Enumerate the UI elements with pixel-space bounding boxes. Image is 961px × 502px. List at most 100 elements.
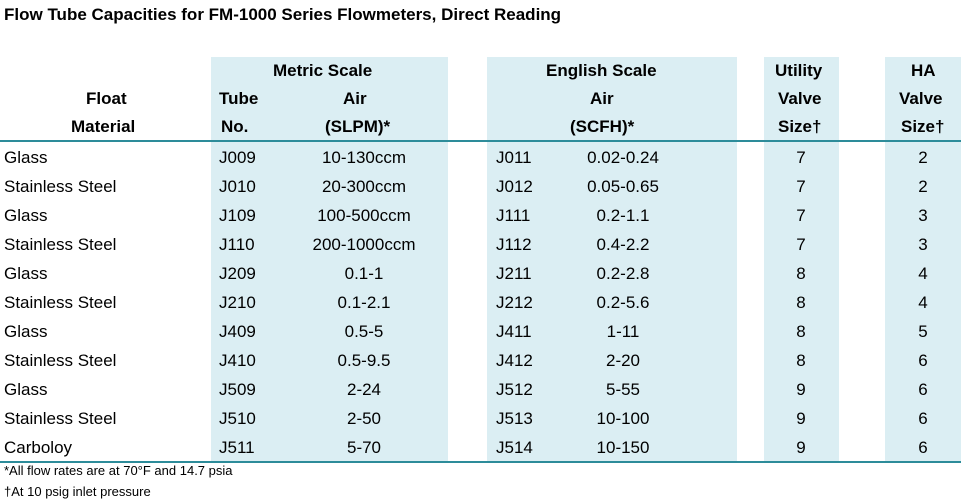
metric-air-cell: 0.1-2.1 (337, 293, 391, 312)
float-material-cell: Stainless Steel (4, 409, 117, 428)
metric-tube-cell: J209 (219, 264, 256, 283)
table-row: Stainless Steel J010 20-300ccm J012 0.05… (0, 172, 961, 201)
header-rule (0, 140, 961, 142)
utility-valve-cell: 7 (796, 235, 806, 254)
english-tube-cell: J512 (496, 380, 533, 399)
header-ha-valve: Valve (899, 89, 943, 108)
float-material-cell: Glass (4, 322, 48, 341)
english-tube-cell: J513 (496, 409, 533, 428)
float-material-cell: Glass (4, 206, 48, 225)
float-material-cell: Stainless Steel (4, 235, 117, 254)
utility-valve-cell: 7 (796, 177, 806, 196)
english-air-cell: 0.05-0.65 (587, 177, 659, 196)
english-tube-cell: J411 (496, 322, 532, 341)
ha-valve-cell: 4 (918, 264, 928, 283)
metric-tube-cell: J009 (219, 148, 256, 167)
metric-tube-cell: J110 (219, 235, 255, 254)
float-material-cell: Glass (4, 380, 48, 399)
ha-valve-cell: 6 (918, 438, 928, 457)
footnote-flow-rates: *All flow rates are at 70°F and 14.7 psi… (4, 463, 233, 478)
utility-valve-cell: 8 (796, 351, 806, 370)
metric-air-cell: 100-500ccm (317, 206, 411, 225)
header-english-air: Air (590, 89, 614, 108)
english-air-cell: 0.2-1.1 (596, 206, 650, 225)
english-air-cell: 0.02-0.24 (587, 148, 659, 167)
ha-valve-cell: 3 (918, 206, 928, 225)
table-title: Flow Tube Capacities for FM-1000 Series … (4, 5, 562, 24)
float-material-cell: Stainless Steel (4, 293, 117, 312)
table-row: Glass J109 100-500ccm J111 0.2-1.1 7 3 (0, 201, 961, 230)
ha-valve-cell: 6 (918, 380, 928, 399)
header-utility: Utility (775, 61, 823, 80)
table-row: Carboloy J511 5-70 J514 10-150 9 6 (0, 433, 961, 462)
header-utility-size: Size† (778, 117, 822, 136)
metric-air-cell: 2-50 (346, 409, 382, 428)
utility-valve-band (764, 57, 839, 462)
ha-valve-cell: 5 (918, 322, 928, 341)
english-tube-cell: J012 (496, 177, 533, 196)
metric-tube-cell: J109 (219, 206, 256, 225)
english-air-cell: 10-100 (596, 409, 650, 428)
header-metric-units: (SLPM)* (325, 117, 391, 136)
ha-valve-cell: 6 (918, 409, 928, 428)
english-tube-cell: J112 (496, 235, 532, 254)
ha-valve-band (885, 57, 961, 462)
metric-tube-cell: J010 (219, 177, 256, 196)
header-tube: Tube (219, 89, 259, 108)
table-row: Stainless Steel J510 2-50 J513 10-100 9 … (0, 404, 961, 433)
table-row: Stainless Steel J110 200-1000ccm J112 0.… (0, 230, 961, 259)
header-english-scale: English Scale (546, 61, 657, 80)
metric-tube-cell: J511 (219, 438, 255, 457)
header-metric-air: Air (343, 89, 367, 108)
english-air-cell: 0.2-2.8 (596, 264, 650, 283)
metric-air-cell: 5-70 (346, 438, 382, 457)
table-row: Glass J009 10-130ccm J011 0.02-0.24 7 2 (0, 143, 961, 172)
float-material-cell: Stainless Steel (4, 351, 117, 370)
metric-air-cell: 0.5-5 (344, 322, 384, 341)
english-air-cell: 5-55 (605, 380, 641, 399)
metric-air-cell: 2-24 (346, 380, 382, 399)
english-air-cell: 0.4-2.2 (596, 235, 650, 254)
english-tube-cell: J514 (496, 438, 533, 457)
metric-air-cell: 200-1000ccm (312, 235, 416, 254)
ha-valve-cell: 2 (918, 148, 928, 167)
table-row: Stainless Steel J410 0.5-9.5 J412 2-20 8… (0, 346, 961, 375)
header-utility-valve: Valve (778, 89, 822, 108)
float-material-cell: Stainless Steel (4, 177, 117, 196)
metric-tube-cell: J210 (219, 293, 256, 312)
english-air-cell: 10-150 (596, 438, 650, 457)
utility-valve-cell: 7 (796, 148, 806, 167)
header-english-units: (SCFH)* (570, 117, 635, 136)
metric-tube-cell: J510 (219, 409, 256, 428)
metric-air-cell: 10-130ccm (321, 148, 407, 167)
float-material-cell: Carboloy (4, 438, 73, 457)
table-row: Glass J409 0.5-5 J411 1-11 8 5 (0, 317, 961, 346)
english-tube-cell: J211 (496, 264, 532, 283)
utility-valve-cell: 9 (796, 409, 806, 428)
english-air-cell: 0.2-5.6 (596, 293, 650, 312)
english-air-cell: 2-20 (605, 351, 641, 370)
utility-valve-cell: 7 (796, 206, 806, 225)
english-tube-cell: J011 (496, 148, 532, 167)
table-row: Glass J209 0.1-1 J211 0.2-2.8 8 4 (0, 259, 961, 288)
bottom-rule (0, 461, 961, 463)
english-tube-cell: J412 (496, 351, 533, 370)
english-scale-band (487, 57, 737, 462)
header-ha: HA (911, 61, 936, 80)
metric-air-cell: 0.1-1 (344, 264, 384, 283)
utility-valve-cell: 9 (796, 380, 806, 399)
table-row: Stainless Steel J210 0.1-2.1 J212 0.2-5.… (0, 288, 961, 317)
metric-tube-cell: J509 (219, 380, 256, 399)
ha-valve-cell: 6 (918, 351, 928, 370)
header-material: Material (71, 117, 136, 136)
header-float: Float (86, 89, 127, 108)
metric-air-cell: 0.5-9.5 (337, 351, 391, 370)
float-material-cell: Glass (4, 264, 48, 283)
metric-air-cell: 20-300ccm (321, 177, 407, 196)
float-material-cell: Glass (4, 148, 48, 167)
metric-tube-cell: J410 (219, 351, 256, 370)
header-ha-size: Size† (901, 117, 945, 136)
english-air-cell: 1-11 (606, 322, 640, 341)
ha-valve-cell: 2 (918, 177, 928, 196)
footnote-valve-size: †At 10 psig inlet pressure (4, 484, 151, 499)
